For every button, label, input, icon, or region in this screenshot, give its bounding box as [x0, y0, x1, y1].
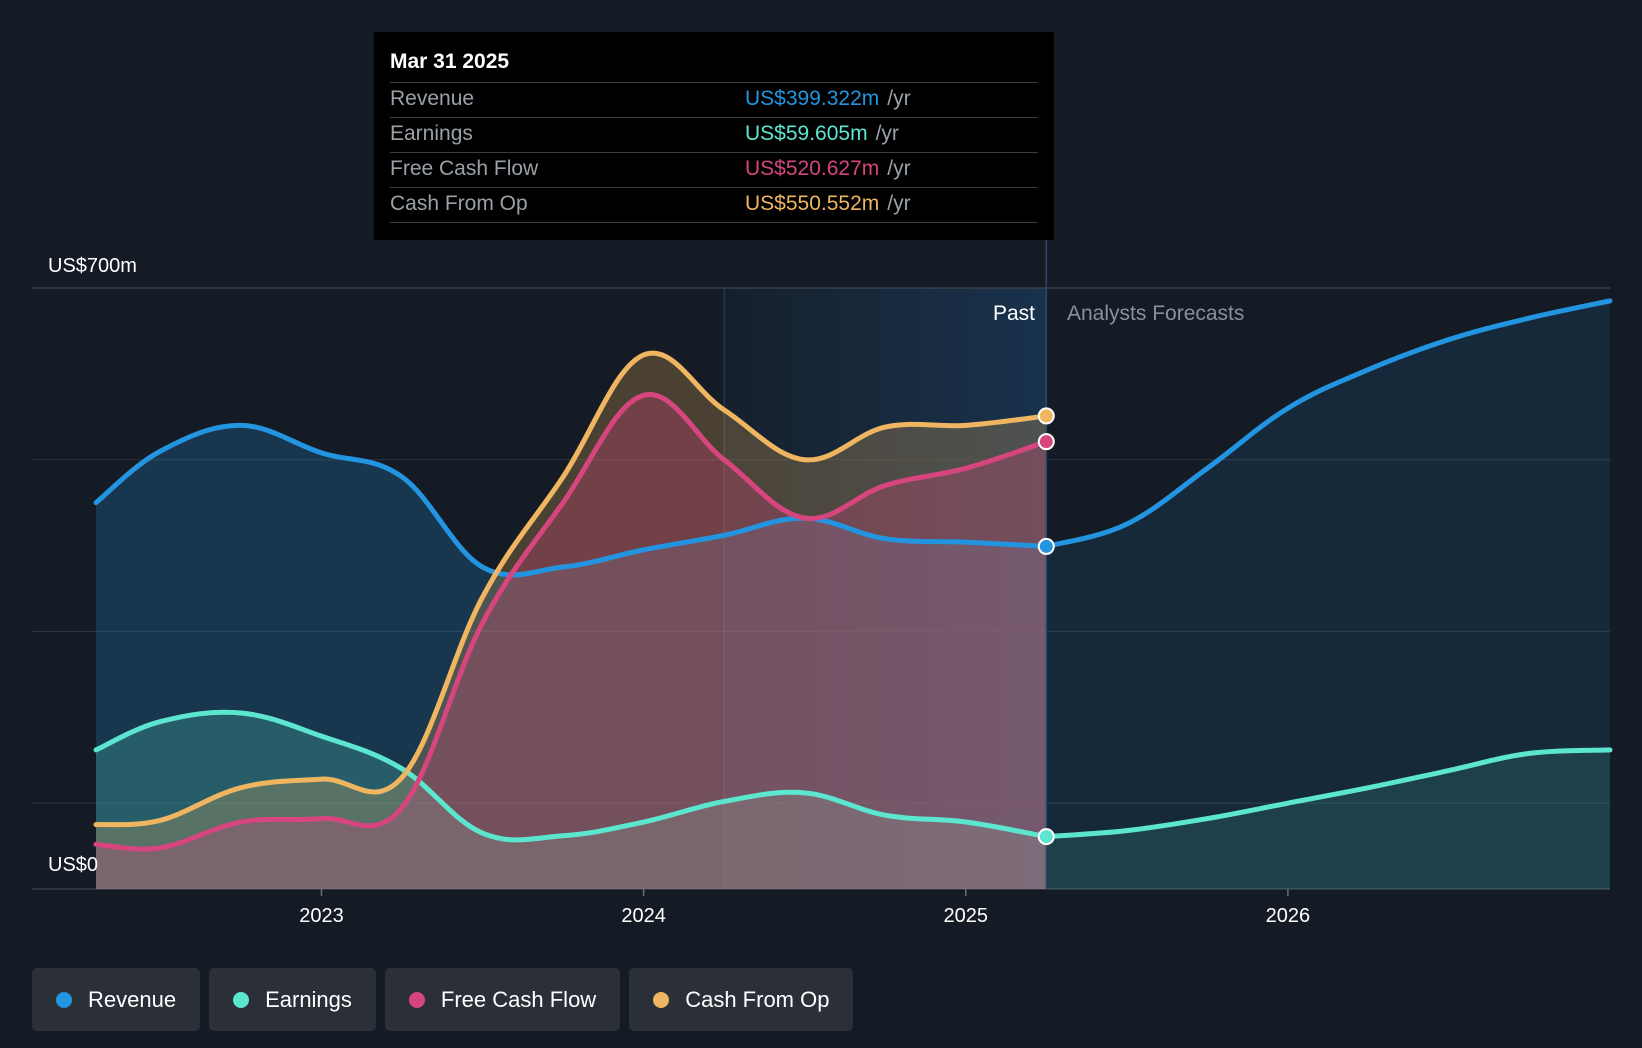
tooltip-label: Cash From Op	[390, 192, 528, 215]
tooltip-row-earnings: Earnings US$59.605m /yr	[390, 117, 1038, 152]
tooltip-unit: /yr	[887, 157, 911, 180]
revenue-line	[93, 422, 1049, 578]
earnings-forecast-line	[1043, 747, 1613, 840]
y-axis-top-label: US$700m	[48, 255, 137, 277]
earnings-forecast-area	[1046, 749, 1610, 889]
cash-from-op-area	[96, 353, 1047, 889]
x-tick-label: 2023	[299, 905, 344, 927]
tooltip-label: Revenue	[390, 87, 475, 110]
past-highlight	[724, 288, 1047, 889]
series-markers	[1037, 407, 1055, 846]
tooltip-label: Earnings	[390, 122, 473, 145]
legend-item-earnings[interactable]: Earnings	[209, 968, 376, 1031]
legend: Revenue Earnings Free Cash Flow Cash Fro…	[32, 968, 854, 1031]
legend-item-revenue[interactable]: Revenue	[32, 968, 201, 1031]
y-axis-bottom-label: US$0	[48, 854, 98, 876]
earnings-area	[96, 712, 1047, 889]
legend-label: Earnings	[265, 986, 352, 1012]
series-lines	[93, 298, 1613, 852]
revenue-marker[interactable]	[1037, 537, 1055, 555]
tooltip-value: US$550.552m	[745, 192, 880, 215]
cash-from-op-line	[93, 350, 1049, 828]
cash-from-op-dot-icon	[653, 991, 670, 1008]
cash-from-op-marker[interactable]	[1037, 407, 1055, 425]
x-axis-ticks: 2023 2024 2025 2026	[299, 889, 1310, 927]
free-cash-flow-line	[93, 392, 1049, 852]
earnings-line	[93, 709, 1049, 843]
tooltip-value: US$59.605m	[745, 122, 868, 145]
free-cash-flow-dot-icon	[408, 991, 425, 1008]
revenue-area	[96, 425, 1047, 889]
tooltip-date: Mar 31 2025	[390, 50, 510, 73]
revenue-dot-icon	[56, 991, 72, 1008]
x-tick-label: 2024	[621, 905, 666, 927]
forecast-label: Analysts Forecasts	[1067, 302, 1244, 325]
tooltip-value: US$520.627m	[745, 157, 880, 180]
tooltip-unit: /yr	[887, 87, 911, 110]
free-cash-flow-marker[interactable]	[1037, 433, 1055, 451]
legend-item-free-cash-flow[interactable]: Free Cash Flow	[384, 968, 621, 1031]
tooltip-row-revenue: Revenue US$399.322m /yr	[390, 82, 1038, 117]
tooltip-row-free-cash-flow: Free Cash Flow US$520.627m /yr	[390, 152, 1038, 187]
tooltip-row-cash-from-op: Cash From Op US$550.552m /yr	[390, 187, 1038, 223]
revenue-forecast-line	[1043, 298, 1613, 549]
x-tick-label: 2026	[1266, 905, 1311, 927]
earnings-dot-icon	[233, 991, 250, 1008]
tooltip-value: US$399.322m	[745, 87, 880, 110]
tooltip: Mar 31 2025 Revenue US$399.322m /yr Earn…	[374, 32, 1054, 240]
revenue-forecast-area	[1046, 300, 1610, 890]
tooltip-unit: /yr	[887, 192, 911, 215]
legend-label: Revenue	[88, 986, 177, 1012]
series-areas	[96, 300, 1610, 890]
past-label: Past	[993, 302, 1035, 325]
free-cash-flow-area	[96, 394, 1047, 889]
legend-item-cash-from-op[interactable]: Cash From Op	[629, 968, 854, 1031]
x-tick-label: 2025	[943, 905, 988, 927]
legend-label: Cash From Op	[685, 986, 830, 1012]
legend-label: Free Cash Flow	[440, 986, 597, 1012]
tooltip-label: Free Cash Flow	[390, 157, 539, 180]
earnings-marker[interactable]	[1037, 828, 1055, 846]
tooltip-unit: /yr	[875, 122, 899, 145]
